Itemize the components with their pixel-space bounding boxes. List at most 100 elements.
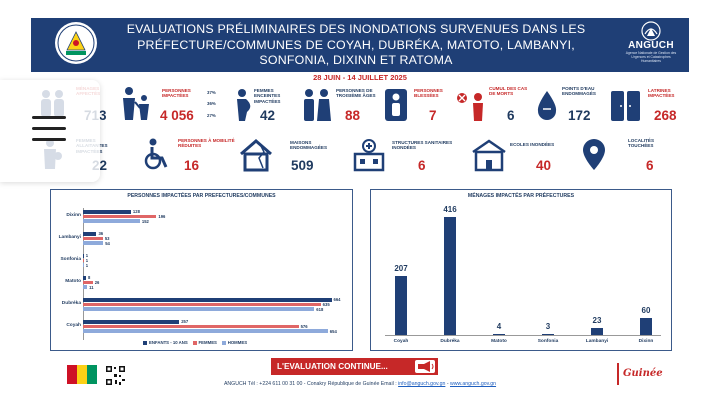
title-line-3: SONFONIA, DIXINN ET RATOMA (259, 53, 453, 67)
bar-dixinn-1 (83, 214, 157, 219)
bar-lambanyi (591, 328, 603, 335)
cta-label: L'EVALUATION CONTINUE... (277, 362, 388, 371)
legend-label: FEMMES (198, 340, 217, 345)
people-impacted-icon (123, 87, 149, 120)
bar-dixinn-2 (83, 219, 140, 223)
bar-lambanyi-1 (83, 236, 103, 241)
stat-value: 6 (646, 158, 654, 173)
category-label: Lambanyi (585, 339, 609, 344)
stat-label: ECOLES INONDÉES (510, 142, 555, 147)
bar-value-label: 416 (443, 204, 457, 214)
brand-divider (617, 363, 619, 385)
chart-legend: ENFANTS - 10 ANS FEMMES HOMMES (143, 340, 247, 345)
location-pin-icon (583, 139, 605, 170)
pct-value: 27% (207, 113, 216, 118)
legend-label: HOMMES (227, 340, 248, 345)
water-drop-icon (537, 91, 557, 120)
bar-value-label: 152 (141, 218, 149, 224)
stat-value: 40 (536, 158, 552, 173)
school-icon (472, 139, 506, 172)
bar-value-label: 60 (641, 305, 651, 315)
stat-value: 6 (418, 158, 426, 173)
evaluation-continue-banner[interactable]: L'EVALUATION CONTINUE... (271, 358, 438, 375)
category-label: Coyah (393, 339, 409, 344)
stat-mobilite-reduite: Personnes à mobilité réduites 16 (142, 136, 242, 176)
national-emblem-icon (55, 22, 97, 64)
menu-overlay-card (0, 80, 100, 182)
bar-dubréka-0 (83, 298, 332, 302)
bar-value-label: 635 (322, 302, 330, 307)
bar-value-label: 53 (104, 236, 110, 241)
stat-label: MAISONS ENDOMMAGÉES (290, 140, 328, 151)
guinee-brand-logo: Guinée (617, 363, 667, 385)
logo-name: ANGUCH (628, 40, 674, 51)
death-cases-icon (457, 93, 483, 121)
stat-personnes-blessees: PERSONNES BLESSÉES 7 (384, 84, 452, 128)
category-label: Dubréka (61, 301, 81, 306)
stat-points-eau: POINTS D'EAU ENDOMMAGÉS 172 (536, 84, 608, 128)
chart-menages-impactes: MÉNAGES IMPACTÉS PAR PRÉFECTURES 207 Coya… (370, 189, 672, 351)
stat-label: Personnes à mobilité réduites (178, 138, 235, 149)
stat-value: 6 (507, 108, 515, 123)
bar-sonfonia (542, 334, 554, 335)
anguch-logo: ANGUCH Agence Nationale de Gestion des U… (621, 20, 681, 70)
bar-dubréka-1 (83, 302, 321, 307)
stat-value: 88 (345, 108, 361, 123)
latrine-icon (611, 91, 640, 121)
hamburger-menu-button[interactable] (28, 111, 70, 147)
legend-item: ENFANTS - 10 ANS (143, 340, 188, 345)
category-label: Dixinn (638, 339, 654, 344)
website-link[interactable]: www.anguch.gov.gn (450, 381, 497, 387)
injured-person-icon (385, 89, 407, 121)
bar-value-label: 54 (105, 240, 110, 246)
bar-value-label: 128 (132, 209, 140, 215)
bar-value-label: 3 (545, 322, 551, 331)
stat-latrines: LATRINES IMPACTÉES 268 (610, 84, 688, 128)
stat-value: 7 (429, 108, 437, 123)
damaged-house-icon (240, 139, 272, 172)
bar-matoto (493, 333, 505, 335)
bar-value-label: 1 (85, 258, 89, 263)
bar-dixinn (640, 317, 652, 335)
qr-code-icon[interactable] (105, 365, 126, 386)
category-label: Sonfonia (537, 339, 559, 344)
bar-value-label: 654 (329, 328, 337, 334)
bar-value-label: 1 (85, 253, 89, 259)
stat-troisieme-age: PERSONNES DE TROISIÈME ÂGES 88 (300, 84, 378, 128)
category-label: Lambanyi (58, 235, 81, 240)
bar-value-label: 207 (394, 264, 408, 274)
bar-sonfonia-1 (83, 258, 84, 263)
category-label: Coyah (66, 323, 81, 328)
stat-structures-sanitaires: STRUCTURES SANITAIRES INONDÉES 6 (352, 136, 462, 176)
contact-text: ANGUCH Tél : +224 611 00 31 00 - Conakry… (223, 381, 397, 387)
category-label: Dixinn (66, 213, 81, 218)
category-label: Matoto (491, 339, 507, 344)
health-facility-icon (353, 139, 385, 172)
stat-label: PERSONNES DE TROISIÈME ÂGES (336, 88, 376, 99)
bar-coyah-0 (83, 320, 180, 324)
elderly-couple-icon (304, 89, 331, 121)
bar-sonfonia-0 (83, 254, 84, 258)
email-link[interactable]: info@anguch.gov.gn (398, 381, 446, 387)
bar-matoto-2 (83, 285, 88, 289)
legend-swatch (221, 340, 226, 345)
pct-value: 36% (207, 101, 216, 106)
chart-axis (83, 208, 84, 340)
bar-value-label: 26 (94, 280, 100, 285)
bar-value-label: 36 (98, 231, 104, 237)
legend-item: FEMMES (192, 340, 217, 345)
pct-value: 37% (207, 90, 216, 95)
stat-value: 42 (260, 108, 276, 123)
category-label: Dubréka (440, 339, 460, 344)
bar-lambanyi-2 (83, 241, 104, 245)
bar-value-label: 23 (592, 316, 602, 326)
title-line-1: EVALUATIONS PRÉLIMINAIRES DES INONDATION… (126, 22, 586, 36)
stat-value: 172 (568, 108, 591, 123)
bar-value-label: 1 (85, 262, 89, 268)
pregnant-woman-icon (237, 89, 251, 121)
bar-value-label: 8 (87, 275, 91, 281)
header-banner: EVALUATIONS PRÉLIMINAIRES DES INONDATION… (31, 18, 689, 72)
stat-label: LOCALITÉS TOUCHÉES (628, 138, 655, 149)
stat-label: CUMUL DES CAS DE MORTS (489, 86, 528, 97)
report-title: EVALUATIONS PRÉLIMINAIRES DES INONDATION… (121, 22, 591, 69)
